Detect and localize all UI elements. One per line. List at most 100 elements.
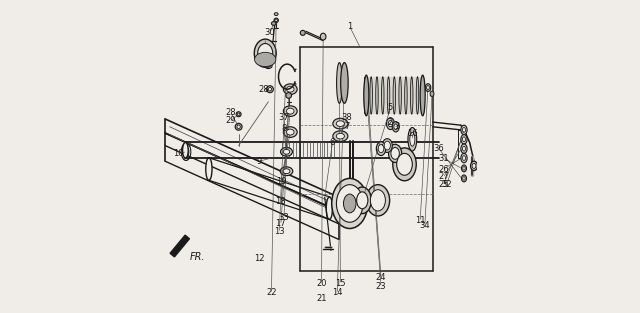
- Ellipse shape: [422, 77, 424, 114]
- Ellipse shape: [427, 86, 429, 90]
- Text: 28: 28: [225, 108, 236, 117]
- Ellipse shape: [336, 121, 344, 126]
- Ellipse shape: [370, 77, 372, 114]
- Ellipse shape: [333, 131, 348, 141]
- Ellipse shape: [344, 194, 356, 213]
- Ellipse shape: [381, 77, 384, 114]
- Ellipse shape: [280, 147, 292, 156]
- Ellipse shape: [463, 156, 465, 160]
- FancyArrow shape: [170, 235, 189, 257]
- Ellipse shape: [463, 137, 465, 141]
- Text: 17: 17: [276, 219, 286, 228]
- Ellipse shape: [326, 197, 333, 219]
- Ellipse shape: [366, 185, 390, 216]
- Ellipse shape: [393, 77, 396, 114]
- Ellipse shape: [394, 124, 397, 130]
- Ellipse shape: [337, 185, 363, 222]
- Ellipse shape: [283, 169, 290, 174]
- Ellipse shape: [463, 167, 465, 170]
- Text: 38: 38: [341, 113, 352, 122]
- Text: 28: 28: [259, 85, 269, 94]
- Text: 15: 15: [335, 279, 346, 288]
- Ellipse shape: [336, 133, 344, 139]
- Text: 9: 9: [257, 157, 262, 166]
- FancyBboxPatch shape: [365, 77, 423, 114]
- Text: 35: 35: [260, 57, 271, 65]
- Text: FR.: FR.: [189, 252, 205, 262]
- Ellipse shape: [300, 30, 305, 35]
- Ellipse shape: [461, 153, 467, 163]
- Ellipse shape: [264, 63, 272, 69]
- Ellipse shape: [416, 77, 419, 114]
- Text: 36: 36: [433, 144, 444, 153]
- Ellipse shape: [182, 142, 188, 158]
- Ellipse shape: [461, 135, 467, 144]
- Text: 1: 1: [347, 22, 353, 31]
- Ellipse shape: [271, 22, 276, 25]
- Ellipse shape: [332, 178, 368, 228]
- Text: 22: 22: [266, 288, 276, 297]
- Ellipse shape: [333, 118, 348, 129]
- Ellipse shape: [284, 127, 297, 137]
- Text: 6: 6: [330, 138, 335, 147]
- Ellipse shape: [461, 165, 467, 172]
- Ellipse shape: [463, 128, 465, 132]
- Ellipse shape: [356, 192, 368, 209]
- Ellipse shape: [286, 93, 291, 98]
- Ellipse shape: [266, 64, 270, 67]
- Text: 11: 11: [415, 216, 426, 225]
- Text: 8: 8: [282, 124, 287, 133]
- Ellipse shape: [388, 144, 402, 162]
- Text: 13: 13: [274, 227, 285, 236]
- Ellipse shape: [320, 33, 326, 40]
- Ellipse shape: [237, 113, 240, 115]
- Ellipse shape: [258, 44, 273, 63]
- Text: 14: 14: [332, 288, 342, 297]
- Text: 21: 21: [316, 295, 327, 303]
- Text: 10: 10: [173, 149, 184, 158]
- Ellipse shape: [430, 91, 434, 97]
- Text: 27: 27: [438, 172, 449, 181]
- Ellipse shape: [287, 129, 294, 135]
- Ellipse shape: [255, 52, 276, 67]
- Ellipse shape: [387, 77, 390, 114]
- Text: 34: 34: [420, 221, 430, 230]
- Ellipse shape: [393, 148, 416, 181]
- Ellipse shape: [404, 77, 407, 114]
- Ellipse shape: [284, 84, 297, 95]
- Ellipse shape: [387, 118, 394, 130]
- Ellipse shape: [376, 77, 378, 114]
- Text: 32: 32: [442, 180, 452, 189]
- Ellipse shape: [235, 123, 242, 130]
- Ellipse shape: [410, 132, 415, 146]
- Ellipse shape: [410, 77, 413, 114]
- Ellipse shape: [284, 149, 290, 154]
- Ellipse shape: [340, 63, 348, 103]
- Ellipse shape: [364, 77, 367, 114]
- Ellipse shape: [392, 122, 399, 132]
- Ellipse shape: [472, 163, 476, 168]
- Ellipse shape: [275, 13, 278, 16]
- Text: 16: 16: [407, 129, 418, 137]
- Ellipse shape: [353, 187, 371, 213]
- Ellipse shape: [284, 106, 297, 116]
- Text: 19: 19: [276, 177, 286, 186]
- Ellipse shape: [287, 86, 294, 92]
- Ellipse shape: [463, 177, 465, 180]
- Text: 4: 4: [378, 144, 383, 153]
- Ellipse shape: [470, 161, 477, 171]
- Text: 20: 20: [316, 279, 327, 288]
- Ellipse shape: [254, 39, 276, 67]
- Ellipse shape: [337, 63, 342, 103]
- Text: 12: 12: [253, 254, 264, 263]
- Ellipse shape: [382, 139, 392, 152]
- Ellipse shape: [376, 142, 386, 156]
- Ellipse shape: [378, 145, 384, 153]
- Text: 30: 30: [264, 28, 275, 37]
- Text: 37: 37: [278, 113, 289, 122]
- Text: 25: 25: [438, 180, 449, 189]
- Text: 18: 18: [276, 198, 286, 206]
- Ellipse shape: [391, 147, 399, 159]
- Ellipse shape: [461, 175, 467, 182]
- Ellipse shape: [399, 77, 401, 114]
